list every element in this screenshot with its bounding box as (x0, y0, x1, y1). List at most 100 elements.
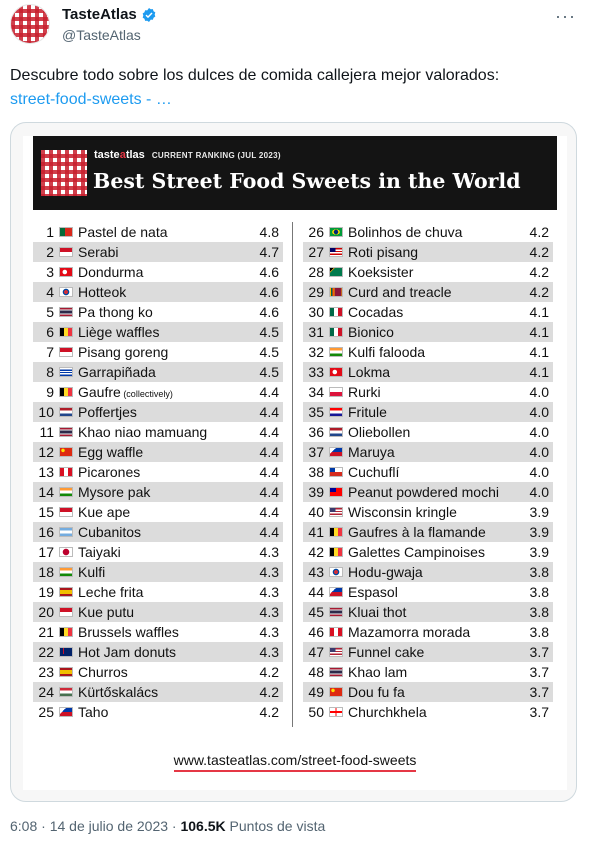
dish-name: Hotteok (78, 284, 127, 300)
dish-score: 4.7 (259, 244, 279, 260)
rank-number: 1 (46, 224, 54, 240)
dish-score: 4.2 (529, 224, 549, 240)
dish-score: 4.5 (259, 344, 279, 360)
dish-name: Bolinhos de chuva (348, 224, 463, 240)
rank-number: 20 (38, 604, 54, 620)
china-flag-icon (59, 447, 73, 457)
dish-name: Leche frita (78, 584, 144, 600)
dish-score: 3.7 (529, 704, 549, 720)
dish-name: Hot Jam donuts (78, 644, 177, 660)
rank-number: 15 (38, 504, 54, 520)
tweet-date[interactable]: 14 de julio de 2023 (49, 818, 169, 834)
dish-score: 4.1 (529, 344, 549, 360)
ranking-row: 5 Pa thong ko 4.6 (33, 302, 283, 322)
indonesia-flag-icon (59, 247, 73, 257)
infographic-title: Best Street Food Sweets in the World (93, 169, 521, 193)
ranking-row: 47 Funnel cake 3.7 (303, 642, 553, 662)
dish-score: 4.0 (529, 464, 549, 480)
rank-number: 7 (46, 344, 54, 360)
dish-score: 4.4 (259, 484, 279, 500)
usa-flag-icon (329, 647, 343, 657)
dish-name: Bionico (348, 324, 394, 340)
dish-name: Brussels waffles (78, 624, 179, 640)
rank-number: 41 (308, 524, 324, 540)
south-korea-flag-icon (59, 287, 73, 297)
dish-score: 4.6 (259, 304, 279, 320)
argentina-flag-icon (59, 527, 73, 537)
dish-score: 4.3 (259, 644, 279, 660)
rank-number: 11 (39, 424, 54, 440)
rank-number: 43 (308, 564, 324, 580)
ranking-row: 2 Serabi 4.7 (33, 242, 283, 262)
philippines-flag-icon (59, 707, 73, 717)
dish-name: Fritule (348, 404, 387, 420)
dish-score: 4.3 (259, 584, 279, 600)
brand-name: tasteatlas (94, 149, 145, 161)
rank-number: 47 (308, 644, 324, 660)
ranking-row: 3 Dondurma 4.6 (33, 262, 283, 282)
dish-score: 4.3 (259, 624, 279, 640)
dish-score: 3.9 (529, 524, 549, 540)
ranking-row: 17 Taiyaki 4.3 (33, 542, 283, 562)
tweet-link[interactable]: street-food-sweets - … (10, 91, 172, 108)
tasteatlas-logo (41, 150, 87, 196)
dish-name: Mysore pak (78, 484, 151, 500)
dish-name: Taiyaki (78, 544, 121, 560)
ranking-row: 1 Pastel de nata 4.8 (33, 222, 283, 242)
dish-score: 4.4 (259, 424, 279, 440)
verified-badge-icon (142, 7, 156, 22)
ranking-row: 31 Bionico 4.1 (303, 322, 553, 342)
india-flag-icon (59, 567, 73, 577)
dish-score: 4.6 (259, 264, 279, 280)
dish-score: 4.2 (259, 664, 279, 680)
brand-row: tasteatlas CURRENT RANKING (JUL 2023) (94, 149, 281, 161)
infographic-banner: tasteatlas CURRENT RANKING (JUL 2023) Be… (33, 136, 557, 210)
ranking-row: 42 Galettes Campinoises 3.9 (303, 542, 553, 562)
ranking-row: 39 Peanut powdered mochi 4.0 (303, 482, 553, 502)
dish-score: 3.8 (529, 564, 549, 580)
rank-number: 37 (308, 444, 324, 460)
indonesia-flag-icon (59, 507, 73, 517)
dish-score: 3.8 (529, 604, 549, 620)
ranking-row: 12 Egg waffle 4.4 (33, 442, 283, 462)
dish-score: 4.4 (259, 384, 279, 400)
dish-name: Kürtőskalács (78, 684, 159, 700)
dish-score: 3.9 (529, 544, 549, 560)
rank-number: 27 (308, 244, 324, 260)
uruguay-flag-icon (59, 367, 73, 377)
tweet-body: Descubre todo sobre los dulces de comida… (10, 67, 500, 84)
media-card[interactable]: tasteatlas CURRENT RANKING (JUL 2023) Be… (10, 122, 577, 802)
ranking-row: 8 Garrapiñada 4.5 (33, 362, 283, 382)
handle[interactable]: @TasteAtlas (62, 27, 141, 43)
view-count: 106.5K (180, 818, 226, 834)
dish-name: Dou fu fa (348, 684, 405, 700)
display-name[interactable]: TasteAtlas (62, 6, 137, 23)
dish-score: 4.6 (259, 284, 279, 300)
peru-flag-icon (59, 467, 73, 477)
china-flag-icon (329, 687, 343, 697)
ranking-row: 22 Hot Jam donuts 4.3 (33, 642, 283, 662)
meta-separator: · (41, 818, 46, 834)
rank-number: 10 (38, 404, 54, 420)
dish-name: Khao niao mamuang (78, 424, 208, 440)
dish-name: Serabi (78, 244, 119, 260)
dish-name: Cuchuflí (348, 464, 400, 480)
dish-name: Kue putu (78, 604, 135, 620)
tweet-time[interactable]: 6:08 (10, 818, 38, 834)
ranking-row: 25 Taho 4.2 (33, 702, 283, 722)
dish-score: 4.1 (529, 304, 549, 320)
rank-number: 3 (46, 264, 54, 280)
rank-number: 34 (308, 384, 324, 400)
ranking-row: 24 Kürtőskalács 4.2 (33, 682, 283, 702)
ranking-label: CURRENT RANKING (JUL 2023) (151, 151, 281, 160)
avatar[interactable] (10, 4, 50, 44)
more-options-icon[interactable]: ··· (555, 6, 576, 26)
belgium-flag-icon (329, 527, 343, 537)
dish-name: Gaufre (collectively) (78, 384, 173, 400)
rank-number: 31 (308, 324, 324, 340)
rank-number: 48 (308, 664, 324, 680)
rank-number: 28 (308, 264, 324, 280)
ranking-column-right: 26 Bolinhos de chuva 4.2 27 Roti pisang 4.2 28… (303, 222, 553, 722)
rank-number: 13 (38, 464, 54, 480)
ranking-row: 6 Liège waffles 4.5 (33, 322, 283, 342)
